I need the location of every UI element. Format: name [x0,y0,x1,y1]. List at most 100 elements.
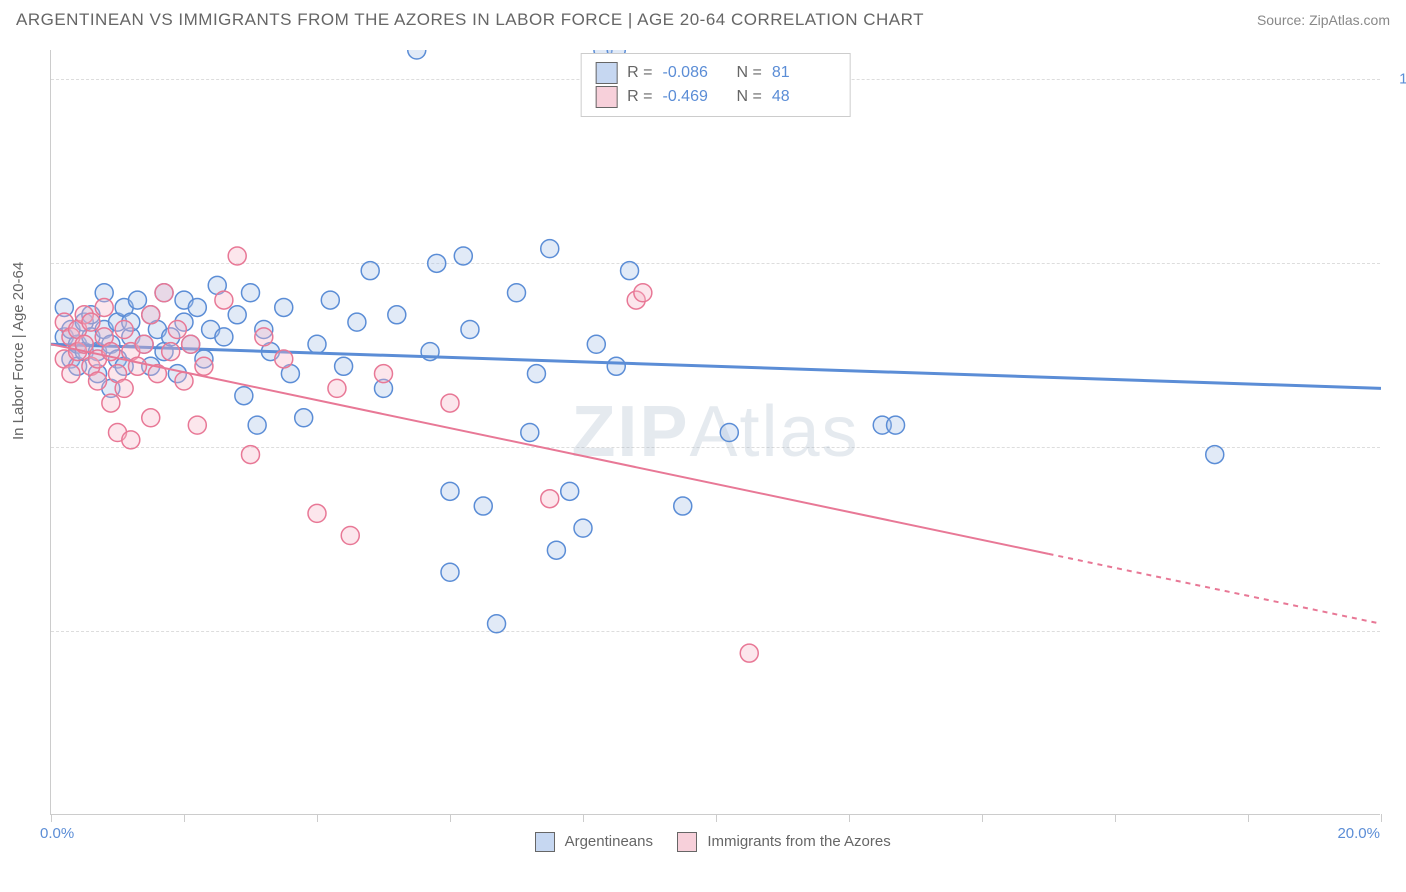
scatter-point [547,541,565,559]
scatter-point [235,387,253,405]
scatter-point [720,424,738,442]
scatter-point [142,409,160,427]
scatter-point [607,357,625,375]
scatter-point [441,482,459,500]
scatter-point [168,321,186,339]
scatter-point [1206,446,1224,464]
scatter-point [527,365,545,383]
scatter-point [428,254,446,272]
source-attribution: Source: ZipAtlas.com [1257,12,1390,28]
scatter-point [275,350,293,368]
scatter-point [89,372,107,390]
x-tick [716,814,717,822]
source-name: ZipAtlas.com [1309,12,1390,28]
scatter-point [242,446,260,464]
chart-plot-area: R = -0.086 N = 81 R = -0.469 N = 48 ZIPA… [50,50,1380,815]
scatter-point [474,497,492,515]
r-value: -0.469 [663,88,727,106]
n-value: 48 [772,88,836,106]
x-tick [450,814,451,822]
legend-label: Immigrants from the Azores [707,833,890,850]
scatter-point [441,563,459,581]
scatter-point [215,328,233,346]
scatter-point [621,262,639,280]
scatter-point [95,298,113,316]
scatter-point [521,424,539,442]
scatter-point [228,247,246,265]
scatter-point [335,357,353,375]
x-tick [1381,814,1382,822]
scatter-point [341,526,359,544]
scatter-point [561,482,579,500]
scatter-point [375,365,393,383]
r-value: -0.086 [663,64,727,82]
r-label: R = [627,64,652,82]
scatter-point [541,490,559,508]
scatter-point [248,416,266,434]
scatter-point [361,262,379,280]
trendline-extrapolated [1049,554,1382,624]
legend-swatch-pink [677,832,697,852]
n-label: N = [737,88,762,106]
scatter-point [508,284,526,302]
scatter-point [674,497,692,515]
legend-swatch-pink [595,86,617,108]
x-tick [1115,814,1116,822]
scatter-point [242,284,260,302]
scatter-point [162,343,180,361]
scatter-point [740,644,758,662]
scatter-point [408,50,426,59]
x-tick [317,814,318,822]
scatter-point [634,284,652,302]
header: ARGENTINEAN VS IMMIGRANTS FROM THE AZORE… [0,0,1406,30]
scatter-point [541,240,559,258]
scatter-point [128,357,146,375]
scatter-point [488,615,506,633]
stats-legend-row: R = -0.469 N = 48 [595,86,836,108]
scatter-point [308,504,326,522]
r-label: R = [627,88,652,106]
scatter-point [135,335,153,353]
scatter-point [587,335,605,353]
scatter-svg [51,50,1381,815]
scatter-point [461,321,479,339]
scatter-point [175,372,193,390]
x-tick [51,814,52,822]
n-label: N = [737,64,762,82]
scatter-point [182,335,200,353]
scatter-point [887,416,905,434]
x-tick [583,814,584,822]
stats-legend-row: R = -0.086 N = 81 [595,62,836,84]
scatter-point [255,328,273,346]
scatter-point [328,379,346,397]
n-value: 81 [772,64,836,82]
x-tick [849,814,850,822]
scatter-point [188,298,206,316]
scatter-point [295,409,313,427]
legend-swatch-blue [595,62,617,84]
scatter-point [62,365,80,383]
scatter-point [122,431,140,449]
x-tick [184,814,185,822]
trendline [51,344,1381,388]
series-legend: Argentineans Immigrants from the Azores [0,832,1406,852]
legend-label: Argentineans [565,833,653,850]
scatter-point [388,306,406,324]
chart-title: ARGENTINEAN VS IMMIGRANTS FROM THE AZORE… [16,10,924,30]
scatter-point [348,313,366,331]
scatter-point [228,306,246,324]
source-prefix: Source: [1257,12,1309,28]
scatter-point [321,291,339,309]
scatter-point [115,321,133,339]
scatter-point [142,306,160,324]
scatter-point [275,298,293,316]
scatter-point [155,284,173,302]
scatter-point [115,379,133,397]
scatter-point [188,416,206,434]
x-tick [982,814,983,822]
y-axis-label: In Labor Force | Age 20-64 [10,262,27,440]
y-tick-label: 100.0% [1399,71,1406,88]
x-tick [1248,814,1249,822]
trendline [51,344,1049,554]
scatter-point [195,357,213,375]
